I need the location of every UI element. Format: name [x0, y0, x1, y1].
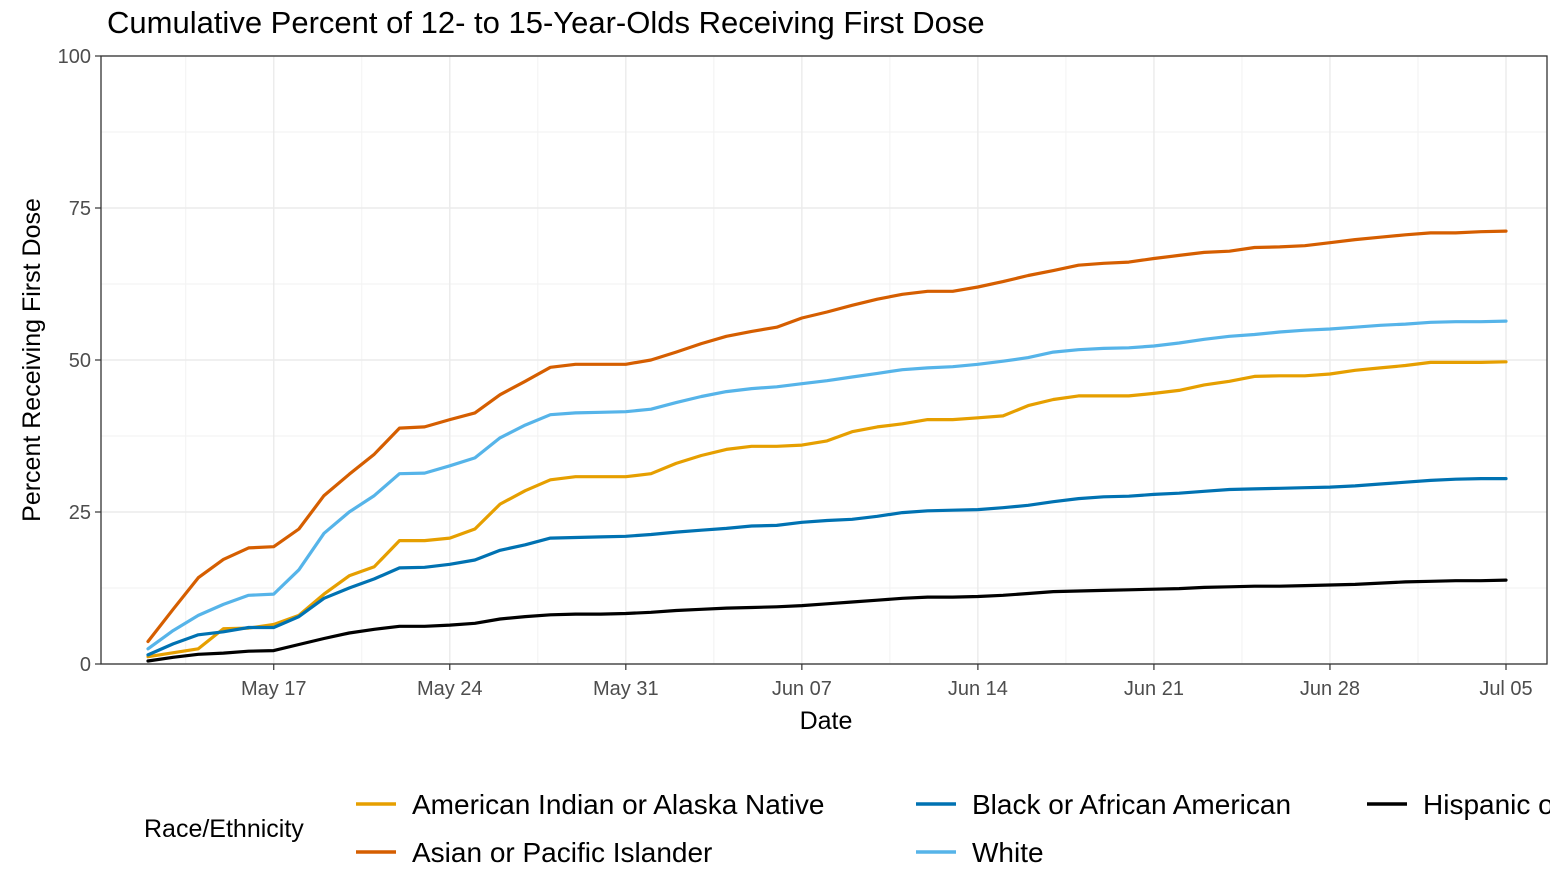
- y-tick-label: 100: [58, 46, 91, 68]
- legend-label: Black or African American: [972, 789, 1291, 820]
- legend-title: Race/Ethnicity: [144, 815, 304, 843]
- series-line: [146, 229, 1508, 644]
- axes: 0 25 50 75 100 May 17 May 24 May 31 Jun 07 Jun 14…: [58, 46, 1533, 700]
- legend-label: Hispanic or Latino: [1423, 789, 1550, 820]
- x-tick-label: Jun 14: [948, 678, 1008, 700]
- x-tick-label: Jul 05: [1479, 678, 1532, 700]
- grid: [101, 55, 1547, 665]
- y-tick-label: 50: [69, 350, 91, 372]
- y-tick-label: 75: [69, 198, 91, 220]
- x-tick-label: Jun 21: [1124, 678, 1184, 700]
- series-lines: [146, 229, 1508, 663]
- legend: American Indian or Alaska Native Asian or…: [356, 789, 1550, 868]
- chart-title: Cumulative Percent of 12- to 15-Year-Old…: [107, 5, 985, 40]
- series-line: [146, 360, 1508, 659]
- x-axis-label: Date: [800, 707, 853, 735]
- x-tick-label: May 24: [417, 678, 483, 700]
- x-tick-label: Jun 07: [772, 678, 832, 700]
- y-tick-label: 25: [69, 502, 91, 524]
- series-line: [146, 319, 1508, 651]
- legend-label: American Indian or Alaska Native: [412, 789, 824, 820]
- series-line: [146, 477, 1508, 657]
- x-tick-label: May 31: [593, 678, 659, 700]
- legend-label: White: [972, 837, 1044, 868]
- y-tick-label: 0: [80, 654, 91, 676]
- x-tick-label: Jun 28: [1300, 678, 1360, 700]
- series-line: [146, 578, 1508, 663]
- legend-label: Asian or Pacific Islander: [412, 837, 712, 868]
- y-axis-label: Percent Receiving First Dose: [18, 198, 46, 522]
- x-tick-label: May 17: [241, 678, 307, 700]
